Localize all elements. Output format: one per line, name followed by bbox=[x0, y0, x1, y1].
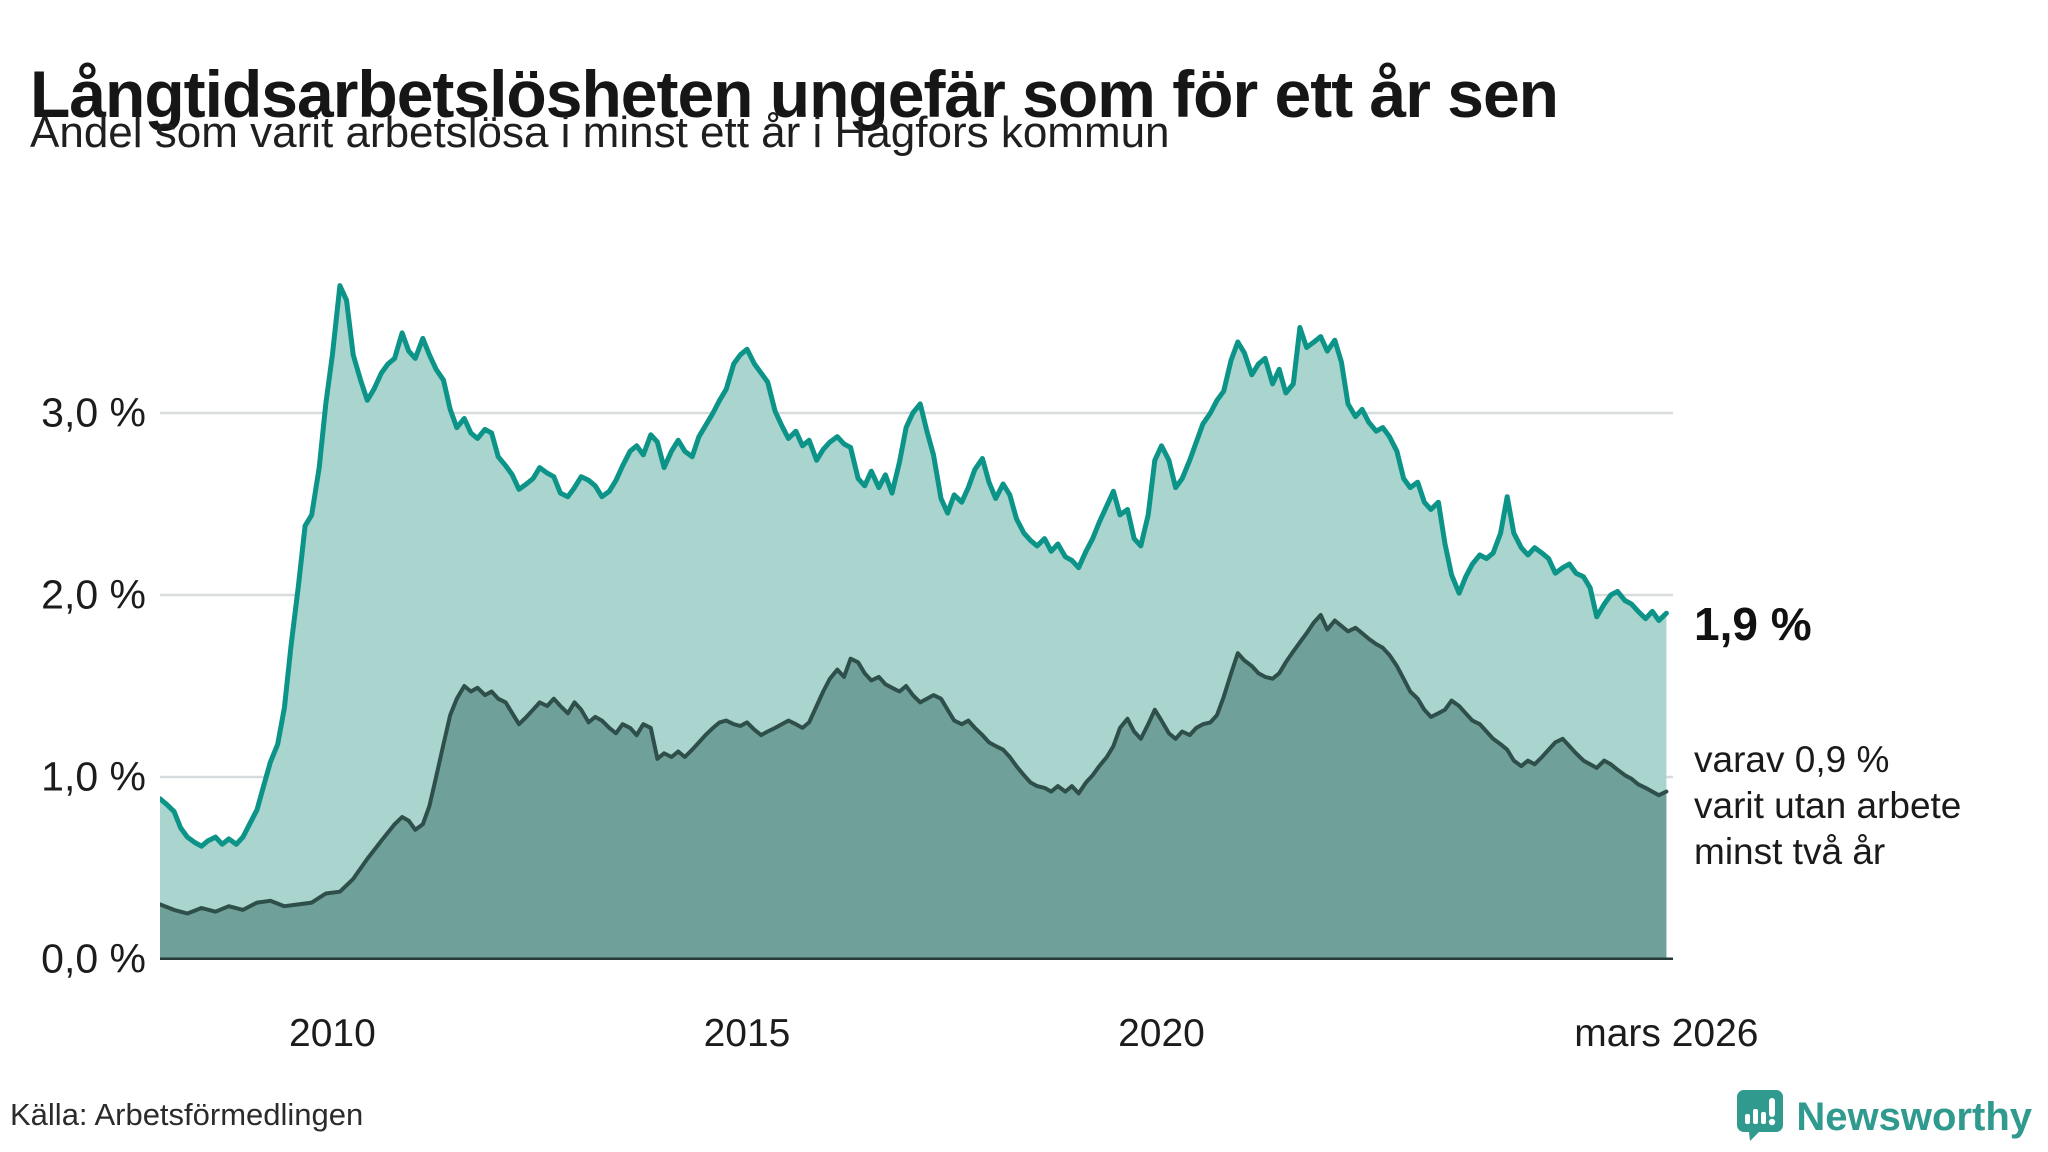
annotation-line: varit utan arbete bbox=[1694, 785, 1962, 826]
latest-total-annotation: 1,9 % bbox=[1694, 598, 1812, 650]
area-chart-plot bbox=[160, 200, 1673, 960]
series-area-two-years bbox=[160, 615, 1667, 959]
series-line-one-year bbox=[160, 283, 1669, 849]
newsworthy-branding: Newsworthy bbox=[1736, 1089, 2032, 1146]
latest-two-years-annotation: varav 0,9 % varit utan arbete minst två … bbox=[1694, 737, 1961, 875]
annotation-line: varav 0,9 % bbox=[1694, 739, 1890, 780]
y-tick-label: 3,0 % bbox=[41, 389, 146, 436]
chart-subtitle: Andel som varit arbetslösa i minst ett å… bbox=[30, 108, 1170, 157]
source-attribution: Källa: Arbetsförmedlingen bbox=[10, 1097, 364, 1132]
y-tick-label: 1,0 % bbox=[41, 753, 146, 800]
newsworthy-wordmark: Newsworthy bbox=[1796, 1095, 2032, 1139]
annotation-line: minst två år bbox=[1694, 831, 1886, 872]
x-tick-label: 2020 bbox=[1118, 1012, 1205, 1055]
y-tick-label: 0,0 % bbox=[41, 935, 146, 982]
newsworthy-speech-bubble-bar-chart-icon bbox=[1736, 1089, 1784, 1146]
series-line-two-years bbox=[160, 613, 1669, 916]
x-tick-label: 2015 bbox=[703, 1012, 791, 1055]
area-chart-canvas bbox=[160, 283, 1673, 960]
page-title: Långtidsarbetslösheten ungefär som för e… bbox=[30, 57, 1559, 132]
x-tick-label: 2010 bbox=[289, 1012, 376, 1055]
y-tick-label: 2,0 % bbox=[41, 571, 146, 618]
x-tick-label: mars 2026 bbox=[1574, 1012, 1759, 1055]
